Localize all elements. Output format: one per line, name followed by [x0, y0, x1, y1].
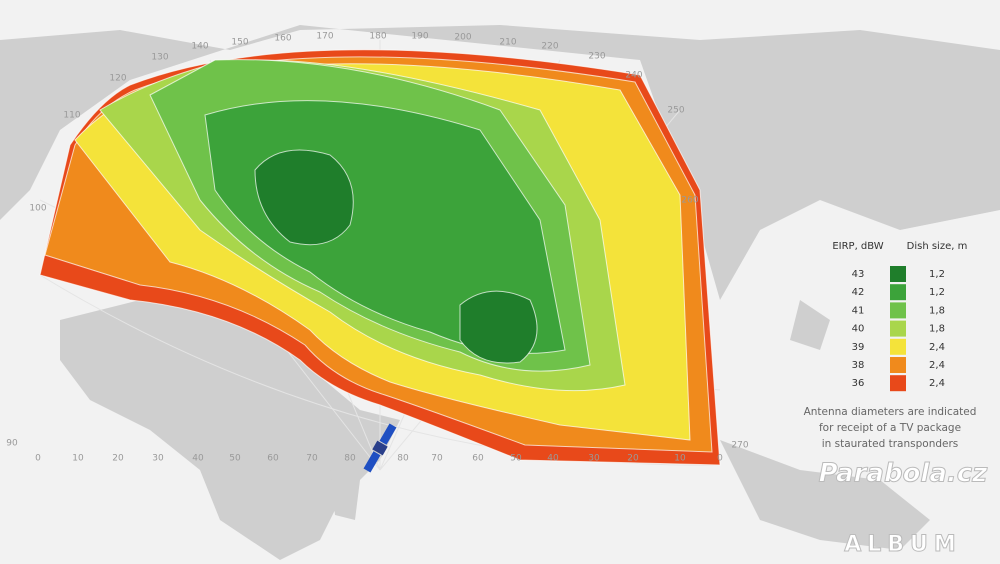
legend-dish: 2,4	[929, 378, 945, 389]
legend: EIRP, dBW Dish size, m 43 1,2 42 1,2 41 1,8 40…	[832, 241, 968, 392]
legend-eirp: 40	[852, 324, 865, 335]
legend-dish: 1,8	[929, 324, 945, 335]
latitude-label: 60	[267, 454, 279, 464]
latitude-label: 0	[717, 454, 723, 464]
legend-swatch	[890, 375, 906, 392]
longitude-label: 210	[499, 38, 516, 48]
legend-eirp: 38	[852, 360, 865, 371]
longitude-label: 100	[29, 204, 46, 214]
watermark-title: Parabola.cz	[819, 459, 989, 489]
latitude-label: 20	[627, 454, 639, 464]
coverage	[39, 49, 721, 466]
longitude-label: 120	[109, 74, 126, 84]
longitude-label: 110	[63, 111, 80, 121]
legend-dish: 2,4	[929, 342, 945, 353]
note-line: Antenna diameters are indicated	[804, 406, 977, 418]
latitude-label: 10	[674, 454, 686, 464]
satellite	[363, 423, 397, 473]
latitude-label: 70	[431, 454, 443, 464]
contour	[254, 149, 538, 364]
legend-swatch	[890, 266, 906, 282]
longitude-label: 140	[191, 42, 208, 52]
latitude-label: 20	[112, 454, 124, 464]
longitude-label: 150	[231, 38, 248, 48]
legend-eirp: 41	[852, 305, 865, 316]
latitude-label: 80	[397, 454, 409, 464]
latitude-label: 40	[192, 454, 204, 464]
longitude-label: 130	[151, 53, 168, 63]
longitude-label: 250	[667, 106, 684, 116]
note-line: in staurated transponders	[822, 438, 959, 450]
legend-eirp: 39	[852, 342, 865, 353]
solar-panel	[363, 451, 381, 473]
legend-header: EIRP, dBW	[832, 241, 883, 252]
latitude-label: 50	[510, 454, 522, 464]
legend-eirp: 36	[852, 378, 865, 389]
latitude-label: 60	[472, 454, 484, 464]
legend-swatch	[890, 357, 906, 373]
latitude-label: 30	[588, 454, 600, 464]
longitude-label: 230	[588, 52, 605, 62]
legend-dish: 1,2	[929, 269, 945, 280]
legend-swatch	[890, 284, 906, 301]
latitude-label: 80	[344, 454, 356, 464]
latitude-label: 40	[547, 454, 559, 464]
longitude-label: 180	[369, 32, 386, 42]
longitude-label: 170	[316, 32, 333, 42]
legend-eirp: 42	[852, 287, 865, 298]
longitude-label: 260	[681, 196, 698, 206]
legend-eirp: 43	[852, 269, 865, 280]
longitude-label: 160	[274, 34, 291, 44]
legend-dish: 1,8	[929, 305, 945, 316]
longitude-label: 220	[541, 42, 558, 52]
legend-header: Dish size, m	[907, 241, 968, 252]
latitude-label: 70	[306, 454, 318, 464]
longitude-label: 240	[625, 71, 642, 81]
solar-panel	[379, 423, 397, 445]
legend-dish: 1,2	[929, 287, 945, 298]
satellite-body	[372, 440, 388, 456]
latitude-label: 30	[152, 454, 164, 464]
longitude-label: 190	[411, 32, 428, 42]
legend-swatch	[890, 338, 906, 355]
longitude-label: 200	[454, 33, 471, 43]
legend-swatch	[890, 302, 906, 319]
latitude-label: 90	[6, 439, 18, 449]
latitude-label: 10	[72, 454, 84, 464]
legend-dish: 2,4	[929, 360, 945, 371]
longitude-label: 270	[731, 441, 748, 451]
legend-swatch	[890, 320, 906, 337]
watermark-subtitle: ALBUM	[844, 532, 962, 557]
land	[0, 25, 1000, 560]
latitude-label: 50	[229, 454, 241, 464]
note-line: for receipt of a TV package	[819, 422, 961, 434]
latitude-label: 0	[35, 454, 41, 464]
